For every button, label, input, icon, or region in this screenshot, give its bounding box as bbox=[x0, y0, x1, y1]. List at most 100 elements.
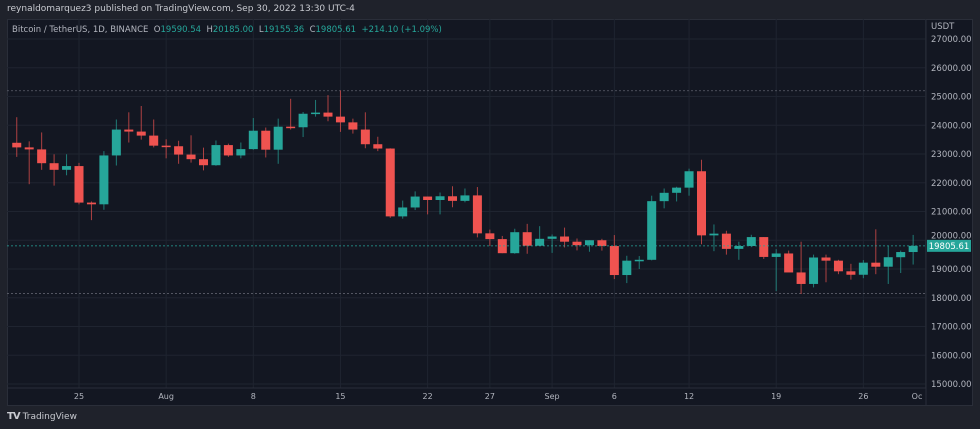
candle-body bbox=[609, 246, 619, 276]
y-tick-label: 26000.00 bbox=[931, 64, 972, 74]
candle[interactable] bbox=[460, 188, 470, 203]
candle-body bbox=[186, 154, 196, 160]
candle[interactable] bbox=[697, 159, 706, 245]
candle[interactable] bbox=[223, 143, 233, 157]
candle[interactable] bbox=[37, 132, 47, 170]
x-tick-label: 26 bbox=[858, 392, 868, 401]
candle[interactable] bbox=[49, 154, 59, 186]
candle[interactable] bbox=[211, 140, 221, 166]
candle[interactable] bbox=[485, 229, 495, 246]
candle[interactable] bbox=[124, 112, 134, 143]
candle[interactable] bbox=[199, 147, 208, 171]
candle[interactable] bbox=[858, 260, 868, 279]
ohlc-legend: Bitcoin / TetherUS, 1D, BINANCE O19590.5… bbox=[12, 25, 442, 35]
candle[interactable] bbox=[472, 187, 482, 238]
candle[interactable] bbox=[672, 186, 682, 202]
candle[interactable] bbox=[273, 118, 283, 164]
candle[interactable] bbox=[311, 99, 321, 117]
candle[interactable] bbox=[12, 117, 22, 157]
candle[interactable] bbox=[809, 254, 819, 288]
candle-body bbox=[223, 145, 233, 156]
low-value: 19155.36 bbox=[263, 25, 305, 35]
candle[interactable] bbox=[410, 191, 420, 211]
candle-body bbox=[721, 233, 731, 249]
candle[interactable] bbox=[348, 118, 358, 134]
tradingview-logo-icon[interactable]: TV bbox=[7, 411, 21, 422]
candle[interactable] bbox=[659, 188, 669, 209]
candle[interactable] bbox=[709, 224, 719, 252]
candle[interactable] bbox=[784, 250, 794, 273]
candle[interactable] bbox=[833, 259, 843, 275]
candle[interactable] bbox=[286, 98, 296, 130]
candle[interactable] bbox=[497, 235, 507, 254]
candle[interactable] bbox=[423, 196, 433, 215]
candle[interactable] bbox=[560, 227, 570, 248]
x-tick-label: 19 bbox=[771, 392, 781, 401]
candle[interactable] bbox=[908, 234, 918, 265]
candle[interactable] bbox=[597, 238, 607, 251]
candle[interactable] bbox=[734, 241, 744, 260]
x-tick-label: 27 bbox=[485, 392, 495, 401]
candle-body bbox=[883, 257, 893, 267]
candle[interactable] bbox=[796, 241, 806, 295]
candle[interactable] bbox=[74, 162, 84, 205]
brand-name[interactable]: TradingView bbox=[22, 411, 77, 422]
candle[interactable] bbox=[622, 255, 632, 284]
candle[interactable] bbox=[174, 140, 184, 164]
candle[interactable] bbox=[24, 141, 34, 185]
candle[interactable] bbox=[385, 148, 395, 218]
candle[interactable] bbox=[161, 139, 171, 159]
candle[interactable] bbox=[721, 230, 731, 255]
candle[interactable] bbox=[746, 234, 756, 248]
candle[interactable] bbox=[149, 119, 159, 148]
candle-body bbox=[161, 145, 171, 148]
candle[interactable] bbox=[771, 249, 781, 292]
candle[interactable] bbox=[186, 135, 196, 163]
symbol-label[interactable]: Bitcoin / TetherUS, 1D, BINANCE bbox=[12, 25, 149, 35]
candle[interactable] bbox=[871, 229, 881, 275]
candle[interactable] bbox=[86, 201, 96, 221]
candle[interactable] bbox=[510, 228, 520, 254]
candle-body bbox=[460, 195, 470, 201]
candle[interactable] bbox=[896, 250, 906, 274]
candle[interactable] bbox=[99, 151, 109, 210]
candle[interactable] bbox=[846, 263, 856, 280]
candle[interactable] bbox=[535, 226, 545, 246]
candle[interactable] bbox=[759, 237, 769, 259]
high-label: H bbox=[206, 25, 213, 35]
candle[interactable] bbox=[136, 105, 146, 140]
candle[interactable] bbox=[609, 235, 619, 280]
candle-body bbox=[771, 253, 781, 257]
candle-body bbox=[348, 122, 358, 130]
candle[interactable] bbox=[360, 112, 370, 149]
candle[interactable] bbox=[522, 223, 532, 254]
candle[interactable] bbox=[261, 127, 271, 158]
candle[interactable] bbox=[323, 95, 333, 122]
candle[interactable] bbox=[236, 142, 246, 159]
candle[interactable] bbox=[572, 238, 582, 251]
candle-body bbox=[572, 241, 582, 246]
candle[interactable] bbox=[647, 195, 657, 261]
candle[interactable] bbox=[684, 168, 694, 196]
candle[interactable] bbox=[248, 118, 258, 150]
candle[interactable] bbox=[435, 192, 445, 215]
candle[interactable] bbox=[584, 240, 594, 252]
candle[interactable] bbox=[298, 112, 308, 138]
x-tick-label: Oc bbox=[912, 392, 923, 401]
candle-body bbox=[809, 257, 819, 284]
candle[interactable] bbox=[398, 200, 408, 219]
candle-body bbox=[37, 149, 47, 164]
candle[interactable] bbox=[448, 186, 457, 208]
candle-body bbox=[423, 196, 433, 200]
candlestick-chart[interactable]: 27000.00 26000.00 25000.00 24000.00 23000.00… bbox=[7, 19, 973, 406]
candle[interactable] bbox=[883, 246, 893, 284]
candle[interactable] bbox=[373, 136, 383, 152]
candle-body bbox=[846, 271, 856, 275]
candle[interactable] bbox=[111, 119, 121, 166]
candle[interactable] bbox=[821, 254, 831, 283]
candle[interactable] bbox=[62, 154, 72, 176]
candle[interactable] bbox=[547, 234, 557, 253]
candle-body bbox=[871, 262, 881, 267]
candle[interactable] bbox=[634, 256, 644, 269]
candle[interactable] bbox=[335, 90, 345, 132]
